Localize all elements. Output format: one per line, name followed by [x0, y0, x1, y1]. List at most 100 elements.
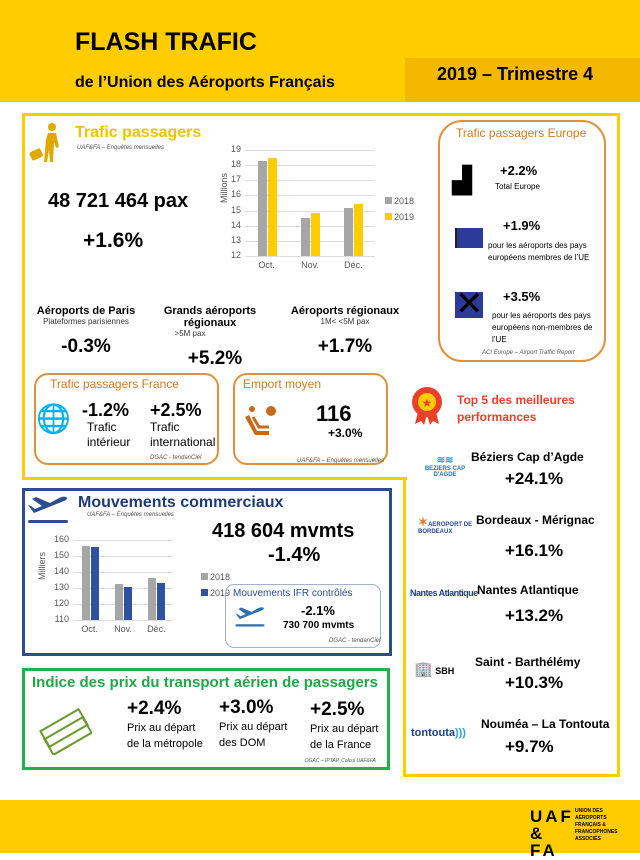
- bar-2018: [81, 546, 90, 620]
- emport-change: +3.0%: [328, 426, 363, 440]
- y-tick-label: 110: [54, 614, 69, 624]
- x-tick-label: Nov.: [301, 260, 319, 270]
- perf-name: Bordeaux - Mérignac: [476, 513, 595, 527]
- y-tick-label: 13: [230, 234, 241, 245]
- europe-ue-value: +1.9%: [503, 218, 541, 233]
- logo-text: tontouta: [411, 727, 455, 739]
- traveler-luggage-icon: [28, 122, 59, 164]
- period-band: [405, 58, 640, 102]
- prices-title: Indice des prix du transport aérien de p…: [32, 674, 378, 691]
- bar-2019: [157, 583, 166, 620]
- gridline: [73, 588, 173, 589]
- top5-frame: [403, 477, 620, 777]
- segment-value: +5.2%: [187, 348, 243, 369]
- gridline: [245, 240, 375, 242]
- france-title: Trafic passagers France: [50, 377, 179, 391]
- france-box: [34, 373, 219, 465]
- gridline: [73, 556, 173, 557]
- perf-value: +9.7%: [505, 737, 554, 756]
- gridline: [73, 540, 173, 541]
- gridline: [245, 165, 375, 167]
- europe-ue-label: pour les aéroports des pays européens me…: [488, 241, 590, 262]
- segment-sub: >5M pax: [174, 329, 206, 338]
- label-line: Prix au départ: [219, 721, 288, 733]
- header-banner: [0, 0, 640, 102]
- y-tick-label: 18: [230, 159, 241, 170]
- y-tick-label: 19: [230, 144, 241, 154]
- gridline: [245, 256, 375, 257]
- gridline: [245, 210, 375, 212]
- y-tick-label: 140: [53, 566, 69, 576]
- label-line: Prix au départ: [310, 723, 379, 735]
- label-line: Trafic: [87, 420, 117, 434]
- bar-2018: [115, 584, 123, 620]
- segment-sub: Plateformes parisiennes: [43, 317, 129, 326]
- perf-name: Nantes Atlantique: [477, 583, 579, 597]
- ifr-box: [225, 584, 381, 648]
- europe-nonue-label: pour les aéroports des pays européens no…: [492, 311, 593, 344]
- y-tick-label: 15: [230, 204, 241, 215]
- movements-change: -1.4%: [268, 544, 321, 566]
- france-intl-value: +2.5%: [150, 400, 202, 420]
- prices-source: DGAC – IPTAP, Calcul UAF&FA: [305, 758, 376, 764]
- y-tick-label: 120: [53, 598, 69, 608]
- legend-swatch: [385, 197, 392, 204]
- label-line: Prix au départ: [127, 722, 196, 734]
- logo-text: AEROPORT DE BORDEAUX: [418, 522, 473, 535]
- france-domestic-value: -1.2%: [82, 400, 130, 420]
- emport-value: 116: [316, 401, 352, 426]
- gridline: [245, 195, 375, 197]
- segment-name: Grands aéroports régionaux: [163, 305, 257, 329]
- label-line: intérieur: [87, 435, 131, 449]
- seated-passenger-icon: [243, 405, 277, 444]
- label-line: Trafic: [150, 420, 180, 434]
- perf-value: +13.2%: [505, 606, 564, 625]
- europe-box: [438, 120, 606, 362]
- bar-2019: [354, 203, 364, 256]
- bar-2018: [257, 161, 267, 256]
- label-line: des DOM: [219, 737, 266, 749]
- segment-regionaux: Aéroports régionaux 1M< <5M pax +1.7%: [290, 305, 400, 358]
- passengers-title: Trafic passagers: [75, 124, 202, 141]
- perf-name: Nouméa – La Tontouta: [481, 717, 610, 731]
- movements-box: [22, 488, 392, 656]
- passengers-frame: [22, 113, 620, 480]
- title-line: Top 5 des meilleures: [457, 393, 575, 407]
- segment-sub: 1M< <5M pax: [320, 317, 370, 326]
- segment-name: Aéroports régionaux: [290, 305, 400, 317]
- logo-text: BEZIERS CAP D'AGDE: [424, 466, 466, 478]
- price-value: +2.5%: [310, 699, 365, 720]
- europe-source: ACI Europe – Airport Traffic Report: [482, 350, 575, 356]
- bar-2018: [344, 207, 354, 256]
- eu-flag-icon: [455, 228, 483, 248]
- france-source: DGAC - tendanCiel: [150, 455, 202, 461]
- bar-2019: [124, 587, 132, 620]
- perf-value: +10.3%: [505, 673, 564, 692]
- bordeaux-logo: ✶AEROPORT DE BORDEAUX: [418, 515, 473, 535]
- airplane-takeoff-icon: [26, 495, 70, 530]
- movements-title: Mouvements commerciaux: [78, 494, 284, 511]
- top5-title: Top 5 des meilleures performances: [457, 392, 575, 426]
- non-eu-flag-crossed-icon: ✕: [455, 285, 484, 323]
- price-item: +2.4% Prix au départ de la métropole: [127, 698, 203, 752]
- y-tick-label: 17: [230, 174, 241, 185]
- price-item: +3.0% Prix au départ des DOM: [219, 697, 287, 751]
- y-tick-label: 130: [53, 582, 69, 592]
- segment-grands-regionaux: Grands aéroports régionaux >5M pax +5.2%: [140, 305, 280, 370]
- ifr-change: -2.1%: [301, 603, 335, 618]
- price-value: +3.0%: [219, 697, 274, 718]
- france-domestic-label: Trafic intérieur: [87, 420, 130, 450]
- airport-building-icon: 🏢: [414, 661, 433, 678]
- segment-paris: Aéroports de Paris Plateformes parisienn…: [36, 305, 136, 358]
- sbh-logo: 🏢 SBH: [414, 660, 454, 678]
- globe-plane-icon: 🌐: [36, 403, 71, 434]
- ifr-total: 730 700 mvmts: [283, 620, 355, 631]
- price-label: Prix au départ de la métropole: [127, 720, 203, 752]
- gridline: [245, 180, 375, 182]
- segment-value: -0.3%: [61, 336, 111, 357]
- y-tick-label: 150: [53, 550, 69, 560]
- y-tick-label: 14: [230, 219, 241, 230]
- passengers-change: +1.6%: [83, 229, 144, 252]
- gridline: [73, 572, 173, 573]
- europe-title: Trafic passagers Europe: [456, 126, 587, 140]
